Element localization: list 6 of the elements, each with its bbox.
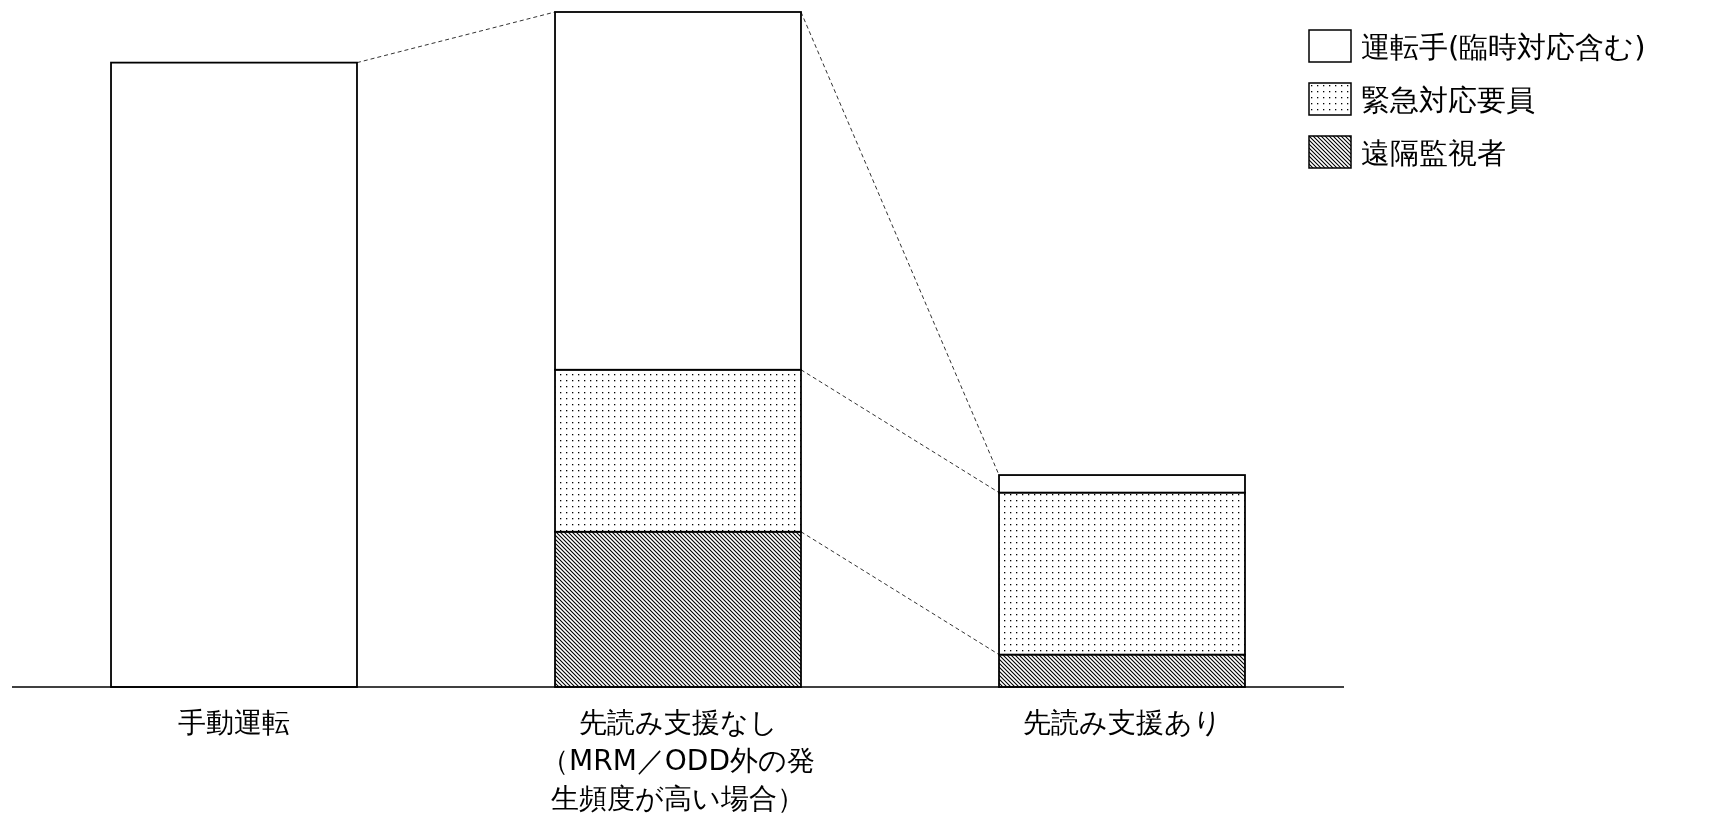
x-tick-label: 先読み支援あり xyxy=(1022,706,1222,739)
legend-label: 運転手(臨時対応含む) xyxy=(1361,30,1646,64)
legend-label: 緊急対応要員 xyxy=(1361,83,1535,117)
legend-label: 遠隔監視者 xyxy=(1361,136,1506,170)
x-tick-label: 手動運転 xyxy=(178,706,290,739)
x-tick-label: 先読み支援なし（MRM／ODD外の発生頻度が高い場合） xyxy=(541,706,815,815)
